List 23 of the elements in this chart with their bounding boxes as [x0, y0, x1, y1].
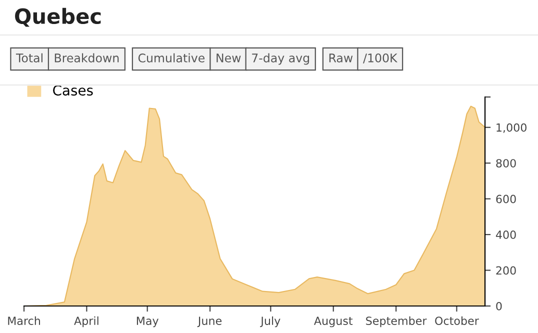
text: Cumulative — [138, 53, 204, 62]
x-tick-label: July — [260, 316, 280, 328]
chart-title: Quebec — [15, 8, 101, 27]
text: Raw — [329, 54, 353, 62]
text: /100K — [363, 53, 398, 64]
x-tick-label: August — [314, 316, 353, 328]
x-tick-label: June — [197, 316, 222, 328]
x-tick-label: September — [366, 316, 427, 328]
x-tick-label: May — [136, 316, 158, 328]
x-tick-label: October — [435, 316, 479, 326]
text: New — [216, 54, 241, 62]
legend-label: Cases — [53, 85, 93, 96]
y-tick-label: 1,000 — [496, 123, 526, 133]
x-tick-label: March — [8, 316, 40, 326]
y-tick-label: 600 — [496, 194, 516, 204]
y-tick-label: 800 — [496, 159, 516, 168]
text: 7-day avg — [252, 53, 310, 65]
y-tick-label: 400 — [496, 230, 516, 239]
text: Total — [16, 53, 42, 62]
y-tick-label: 0 — [496, 302, 502, 310]
x-tick-label: April — [74, 316, 98, 328]
text: Breakdown — [54, 53, 119, 62]
y-tick-label: 200 — [496, 266, 516, 275]
